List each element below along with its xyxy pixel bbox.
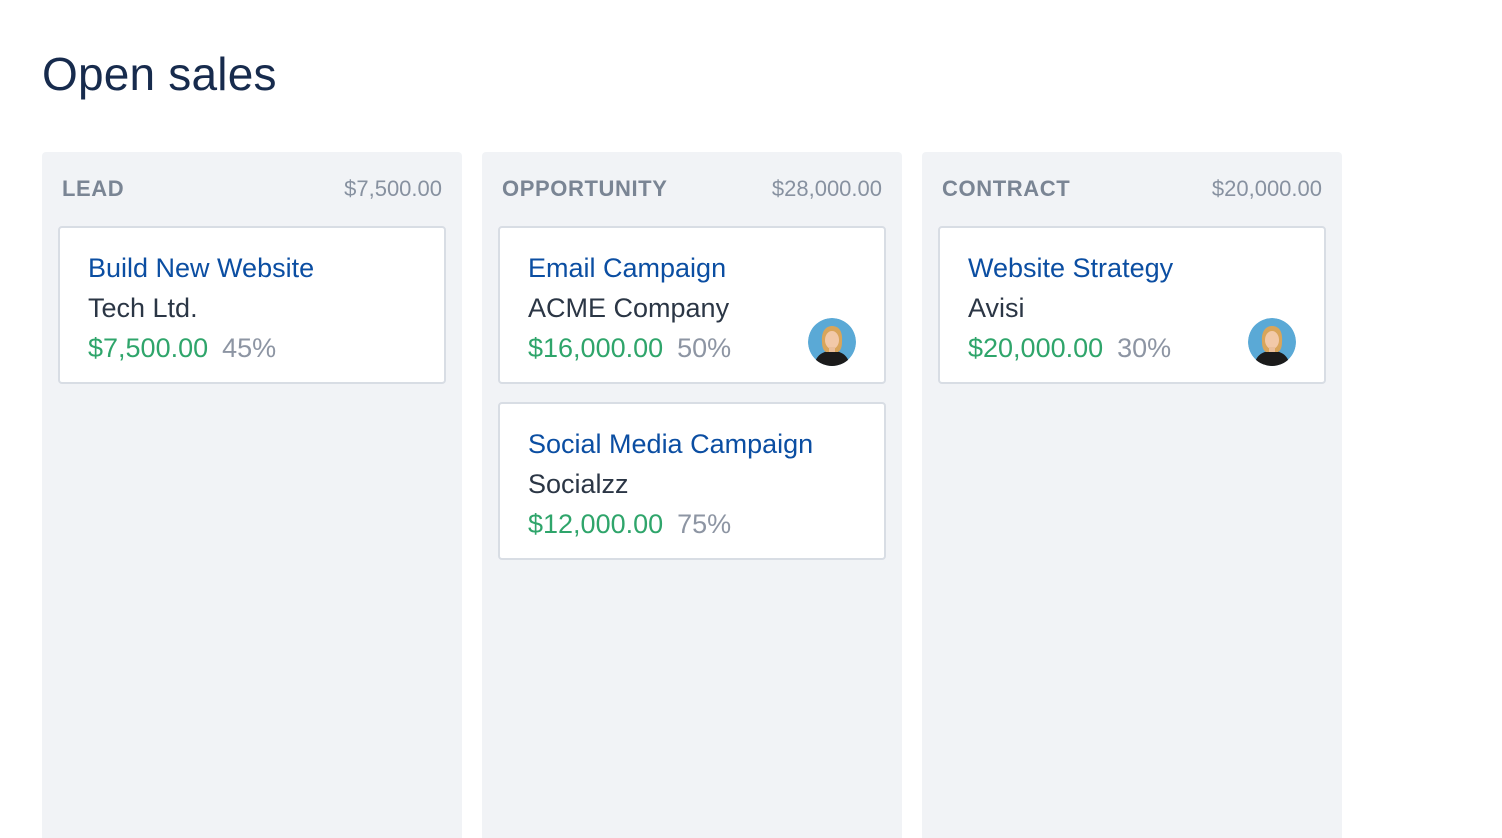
deal-amount: $12,000.00 <box>528 509 664 539</box>
column-name: OPPORTUNITY <box>502 176 668 201</box>
column-name: LEAD <box>62 176 125 201</box>
deal-meta: $7,500.00 45% <box>88 328 416 368</box>
deal-card[interactable]: Build New Website Tech Ltd. $7,500.00 45… <box>58 226 446 384</box>
deal-amount: $7,500.00 <box>88 333 209 363</box>
deal-amount: $20,000.00 <box>968 333 1104 363</box>
owner-avatar[interactable] <box>1248 318 1296 366</box>
sales-board: LEAD $7,500.00 Build New Website Tech Lt… <box>42 152 1342 838</box>
column-header: CONTRACT $20,000.00 <box>938 152 1326 226</box>
deal-amount: $16,000.00 <box>528 333 664 363</box>
deal-meta: $20,000.00 30% <box>968 328 1296 368</box>
column-total: $7,500.00 <box>344 176 442 201</box>
column-lead: LEAD $7,500.00 Build New Website Tech Lt… <box>42 152 462 838</box>
deal-title-link[interactable]: Email Campaign <box>528 253 727 283</box>
deal-card[interactable]: Email Campaign ACME Company $16,000.00 5… <box>498 226 886 384</box>
deal-company: ACME Company <box>528 293 730 323</box>
deal-title-link[interactable]: Build New Website <box>88 253 315 283</box>
column-header: LEAD $7,500.00 <box>58 152 446 226</box>
deal-probability: 45% <box>222 333 277 363</box>
deal-company: Avisi <box>968 293 1025 323</box>
deal-meta: $16,000.00 50% <box>528 328 856 368</box>
deal-card[interactable]: Website Strategy Avisi $20,000.00 30% <box>938 226 1326 384</box>
column-name: CONTRACT <box>942 176 1071 201</box>
deal-probability: 50% <box>677 333 732 363</box>
column-total: $28,000.00 <box>771 176 882 201</box>
deal-company: Tech Ltd. <box>88 293 198 323</box>
deal-meta: $12,000.00 75% <box>528 504 856 544</box>
column-total: $20,000.00 <box>1211 176 1322 201</box>
page-title: Open sales <box>42 48 277 100</box>
deal-probability: 75% <box>677 509 732 539</box>
owner-avatar[interactable] <box>808 318 856 366</box>
deal-card[interactable]: Social Media Campaign Socialzz $12,000.0… <box>498 402 886 560</box>
column-contract: CONTRACT $20,000.00 Website Strategy Avi… <box>922 152 1342 838</box>
deal-title-link[interactable]: Social Media Campaign <box>528 429 814 459</box>
column-header: OPPORTUNITY $28,000.00 <box>498 152 886 226</box>
deal-company: Socialzz <box>528 469 629 499</box>
person-avatar-icon <box>808 318 856 366</box>
deal-title-link[interactable]: Website Strategy <box>968 253 1174 283</box>
column-opportunity: OPPORTUNITY $28,000.00 Email Campaign AC… <box>482 152 902 838</box>
deal-probability: 30% <box>1117 333 1172 363</box>
person-avatar-icon <box>1248 318 1296 366</box>
